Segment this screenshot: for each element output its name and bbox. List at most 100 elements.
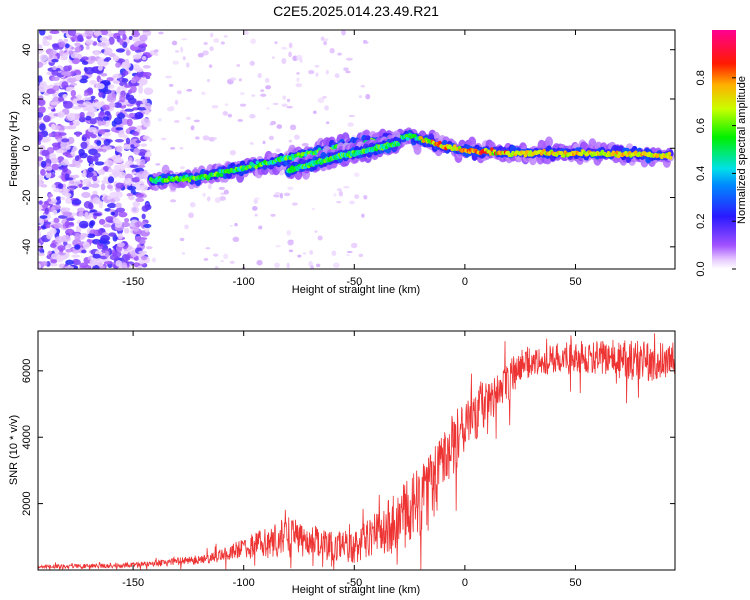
noise-speckle [311, 207, 315, 211]
noise-speckle [341, 30, 346, 36]
noise-speckle [243, 30, 249, 36]
noise-speckle [88, 202, 94, 210]
noise-speckle [270, 213, 276, 217]
noise-speckle [58, 132, 67, 136]
noise-speckle [238, 78, 242, 82]
noise-speckle [175, 50, 180, 53]
noise-speckle [260, 93, 267, 97]
noise-speckle [251, 205, 258, 211]
noise-speckle [323, 40, 328, 46]
noise-speckle [79, 262, 89, 268]
noise-speckle [39, 54, 49, 62]
noise-speckle [137, 265, 143, 269]
noise-speckle [347, 122, 354, 127]
noise-speckle [232, 236, 240, 243]
noise-speckle [38, 111, 44, 118]
noise-speckle [186, 88, 193, 92]
noise-speckle [42, 37, 48, 44]
noise-speckle [125, 92, 130, 99]
noise-speckle [82, 241, 90, 249]
noise-speckle [132, 201, 140, 207]
noise-speckle [165, 75, 172, 79]
noise-speckle [48, 51, 54, 59]
noise-speckle [288, 51, 292, 58]
noise-speckle [275, 244, 281, 248]
noise-speckle [73, 161, 81, 166]
noise-speckle [338, 190, 344, 197]
noise-speckle [142, 64, 151, 69]
noise-speckle [202, 50, 209, 56]
noise-speckle [50, 123, 56, 130]
noise-speckle [115, 62, 121, 68]
noise-speckle [315, 72, 319, 77]
noise-speckle [59, 255, 65, 261]
noise-speckle [260, 89, 265, 92]
noise-speckle [155, 163, 161, 166]
noise-speckle [60, 71, 71, 76]
noise-speckle [90, 95, 96, 100]
ridge-core [405, 136, 410, 141]
noise-speckle [84, 212, 89, 220]
noise-speckle [64, 220, 70, 228]
noise-speckle [189, 201, 196, 208]
noise-speckle [85, 171, 94, 178]
noise-speckle [116, 145, 123, 153]
noise-speckle [223, 189, 229, 195]
noise-speckle [132, 131, 140, 136]
noise-speckle [223, 253, 229, 260]
noise-speckle [119, 94, 126, 103]
noise-speckle [68, 50, 74, 55]
ridge-core [438, 140, 442, 145]
spectrogram-x-label: Height of straight line (km) [292, 284, 420, 296]
noise-speckle [333, 192, 337, 197]
noise-speckle [123, 227, 130, 234]
noise-speckle [143, 109, 150, 116]
noise-speckle [161, 137, 167, 141]
noise-speckle [132, 30, 139, 36]
noise-speckle [181, 252, 186, 255]
noise-speckle [131, 46, 140, 50]
ridge-core [490, 147, 494, 152]
noise-speckle [45, 223, 51, 229]
ridge-halo [413, 143, 422, 155]
noise-speckle [76, 99, 85, 104]
noise-speckle [75, 225, 82, 234]
noise-speckle [97, 169, 106, 176]
noise-speckle [61, 138, 70, 143]
noise-speckle [112, 73, 122, 79]
noise-speckle [296, 77, 300, 82]
noise-speckle [348, 114, 355, 118]
noise-speckle [345, 70, 351, 74]
noise-speckle [194, 136, 200, 140]
noise-speckle [116, 87, 121, 95]
spectrogram-x-ticks: -150 -100 -50 0 50 [122, 30, 582, 288]
noise-speckle [50, 259, 58, 264]
noise-speckle [66, 86, 76, 90]
noise-speckle [114, 157, 124, 163]
noise-speckle [254, 213, 258, 217]
noise-speckle [122, 144, 132, 150]
noise-speckle [80, 141, 88, 150]
noise-speckle [78, 220, 89, 229]
noise-speckle [106, 184, 113, 190]
ridge-body [225, 171, 232, 179]
colorbar-tick-label: 0.8 [695, 70, 707, 85]
noise-speckle [202, 135, 210, 141]
noise-speckle [89, 220, 96, 226]
noise-speckle [72, 120, 80, 127]
noise-speckle [49, 101, 59, 106]
noise-speckle [249, 114, 256, 119]
noise-speckle [125, 137, 131, 145]
noise-speckle [288, 139, 293, 143]
noise-speckle [360, 84, 366, 88]
noise-speckle [129, 164, 139, 169]
noise-speckle [67, 30, 77, 36]
noise-speckle [113, 117, 123, 125]
noise-speckle [85, 45, 90, 50]
noise-speckle [68, 180, 75, 184]
noise-speckle [337, 188, 342, 192]
noise-speckle [110, 198, 115, 204]
noise-speckle [97, 262, 104, 267]
noise-speckle [48, 262, 58, 267]
noise-speckle [110, 89, 116, 94]
